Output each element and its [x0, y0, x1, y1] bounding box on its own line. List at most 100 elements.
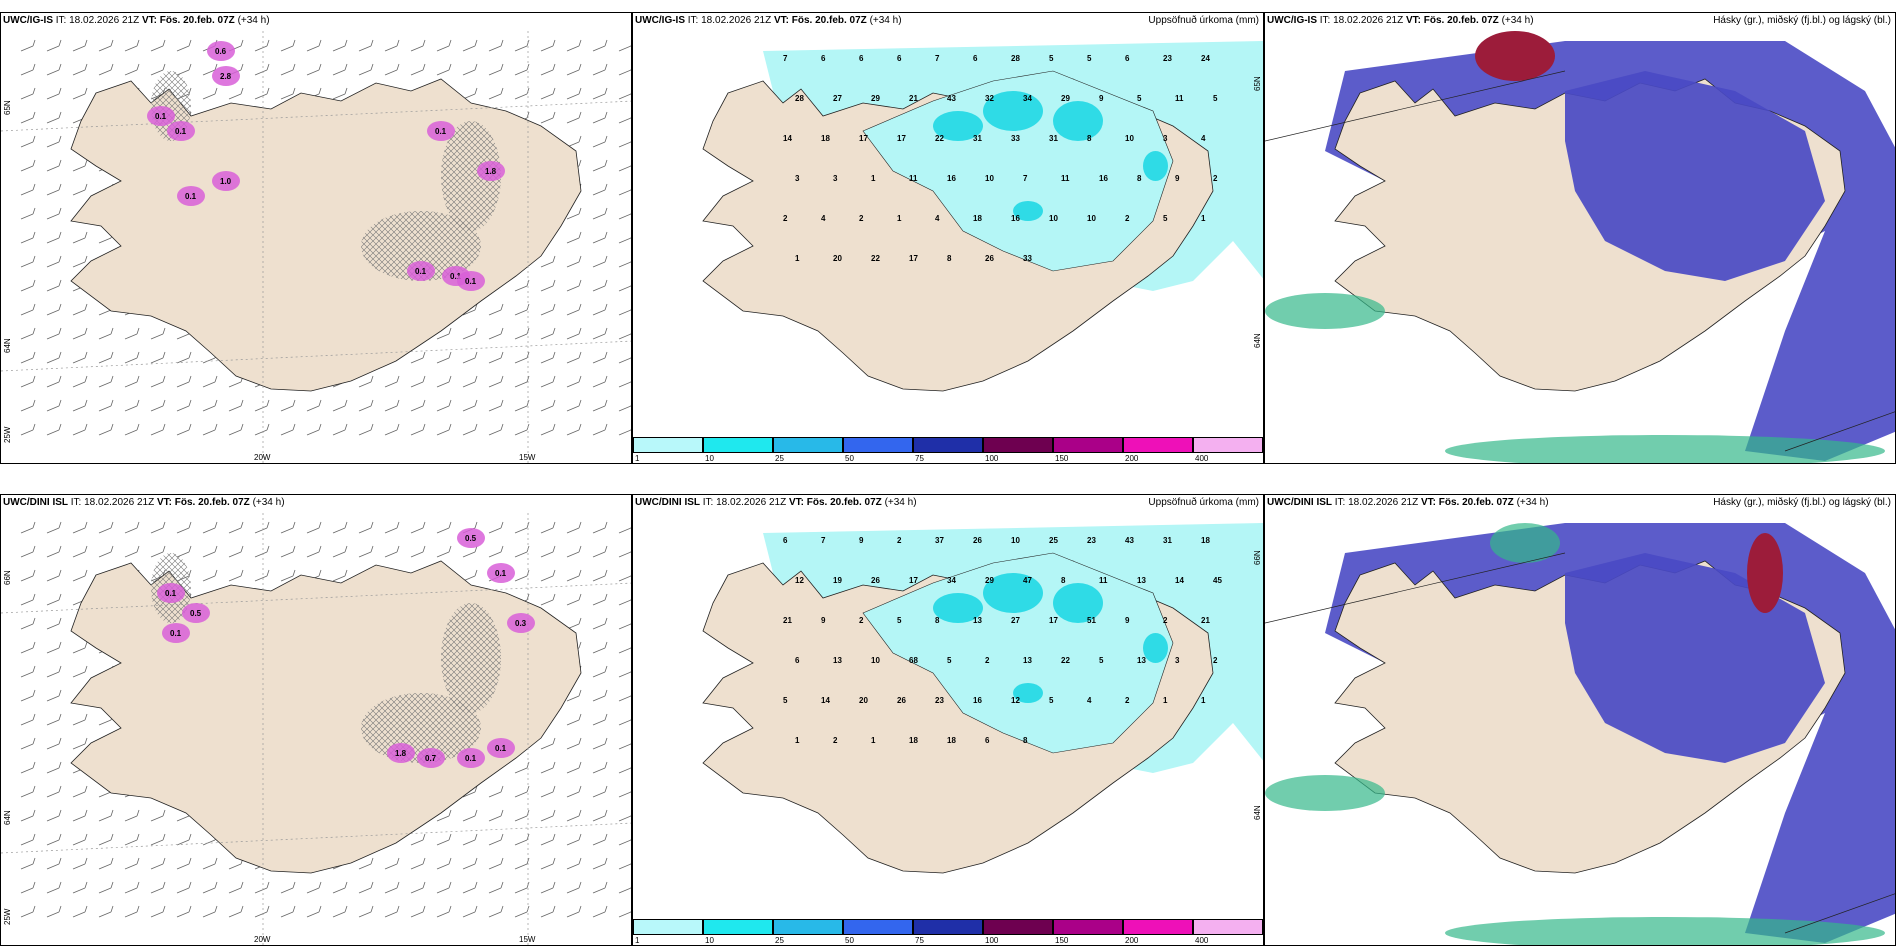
snow-hatch-area — [361, 693, 481, 763]
wind-barb — [488, 521, 504, 534]
precip-value-label: 24 — [1201, 54, 1210, 63]
snow-value-label: 0.1 — [495, 744, 507, 753]
precip-value-label: 22 — [1061, 656, 1070, 665]
wind-barb — [72, 159, 88, 172]
wind-barb — [488, 87, 504, 100]
cloud-map — [1265, 31, 1895, 463]
wind-barb — [280, 399, 296, 412]
wind-barb — [98, 545, 114, 558]
wind-barb — [124, 63, 140, 76]
precip-value-label: 18 — [821, 134, 830, 143]
wind-barb — [618, 356, 631, 364]
wind-barb — [566, 111, 582, 124]
precip-value-label: 2 — [1163, 616, 1168, 625]
precip-value-label: 7 — [935, 54, 940, 63]
lon-label-20w: 20W — [254, 453, 271, 462]
wind-barb — [46, 423, 62, 436]
snow-value-label: 1.8 — [485, 167, 497, 176]
snow-value-label: 0.1 — [185, 192, 197, 201]
lat-label-25w: 25W — [3, 908, 12, 925]
wind-barb — [436, 809, 452, 822]
lead-time: (+34 h) — [252, 497, 285, 508]
wind-barb — [20, 905, 36, 918]
colorbar-segment — [1053, 919, 1123, 935]
colorbar-tick-label: 200 — [1125, 454, 1139, 463]
parallel-line — [1, 340, 631, 372]
wind-barb — [124, 423, 140, 436]
wind-barb — [384, 521, 400, 534]
colorbar-tick-label: 400 — [1195, 454, 1209, 463]
wind-barb — [46, 111, 62, 124]
wind-map: 0.5 0.1 0.1 0.5 0.1 0.3 1.8 0.7 0.1 0.1 — [1, 513, 631, 945]
wind-barb — [514, 785, 530, 798]
wind-barb — [436, 375, 452, 388]
wind-barb — [436, 881, 452, 894]
wind-barb — [202, 87, 218, 100]
snow-accumulation-blob — [177, 186, 205, 206]
colorbar-tick-label: 100 — [985, 454, 999, 463]
wind-barb — [72, 737, 88, 750]
precip-value-label: 16 — [947, 174, 956, 183]
precip-area-mid — [1143, 151, 1168, 181]
wind-barb — [488, 905, 504, 918]
wind-barb — [540, 327, 556, 340]
init-time: IT: 18.02.2026 21Z — [70, 497, 155, 508]
wind-barb — [592, 905, 608, 918]
wind-barb — [176, 833, 192, 846]
wind-barb — [228, 881, 244, 894]
wind-barb — [332, 545, 348, 558]
wind-barb — [566, 689, 582, 702]
wind-barb — [306, 881, 322, 894]
wind-barb — [176, 881, 192, 894]
colorbar: 1 10 25 50 75 100 150 200 400 — [633, 919, 1263, 945]
wind-barb — [20, 713, 36, 726]
valid-label: VT: — [788, 497, 804, 508]
wind-barb — [98, 423, 114, 436]
wind-barb — [566, 569, 582, 582]
wind-barb — [566, 207, 582, 220]
wind-barb — [20, 785, 36, 798]
wind-barb — [488, 809, 504, 822]
snow-value-label: 2.8 — [220, 72, 232, 81]
wind-barb — [540, 111, 556, 124]
precip-value-label: 43 — [1125, 536, 1134, 545]
wind-barb — [98, 375, 114, 388]
panel-cloud-row2: UWC/DINI ISL IT: 18.02.2026 21Z VT: Fös.… — [1264, 494, 1896, 946]
wind-barb — [514, 351, 530, 364]
lat-label-65n: 65N — [3, 100, 12, 115]
wind-barb — [150, 521, 166, 534]
colorbar-tick-label: 50 — [845, 936, 854, 945]
wind-barb — [150, 809, 166, 822]
wind-barb — [618, 428, 631, 436]
wind-barb — [124, 351, 140, 364]
wind-barb — [124, 327, 140, 340]
wind-barb — [514, 423, 530, 436]
precip-value-label: 19 — [833, 576, 842, 585]
wind-barb — [150, 375, 166, 388]
wind-barb — [20, 665, 36, 678]
wind-barb — [358, 423, 374, 436]
precip-value-label: 4 — [1087, 696, 1092, 705]
wind-barb — [618, 694, 631, 702]
wind-barb — [46, 761, 62, 774]
high-cloud-area — [1747, 533, 1783, 613]
wind-barb — [540, 737, 556, 750]
snow-accumulation-blob — [487, 563, 515, 583]
precip-value-label: 7 — [821, 536, 826, 545]
lat-label-65n: 65N — [1253, 76, 1262, 91]
wind-barb — [358, 881, 374, 894]
precip-value-label: 33 — [1011, 134, 1020, 143]
wind-barb — [46, 255, 62, 268]
precip-value-label: 29 — [871, 94, 880, 103]
wind-barb — [566, 521, 582, 534]
wind-barb — [540, 545, 556, 558]
precip-value-label: 22 — [871, 254, 880, 263]
wind-barb — [514, 399, 530, 412]
wind-barb — [20, 641, 36, 654]
precip-value-label: 11 — [1175, 94, 1184, 103]
snow-value-label: 0.1 — [165, 589, 177, 598]
wind-barb — [46, 809, 62, 822]
precip-value-label: 28 — [795, 94, 804, 103]
wind-barb — [592, 833, 608, 846]
wind-barb — [384, 905, 400, 918]
